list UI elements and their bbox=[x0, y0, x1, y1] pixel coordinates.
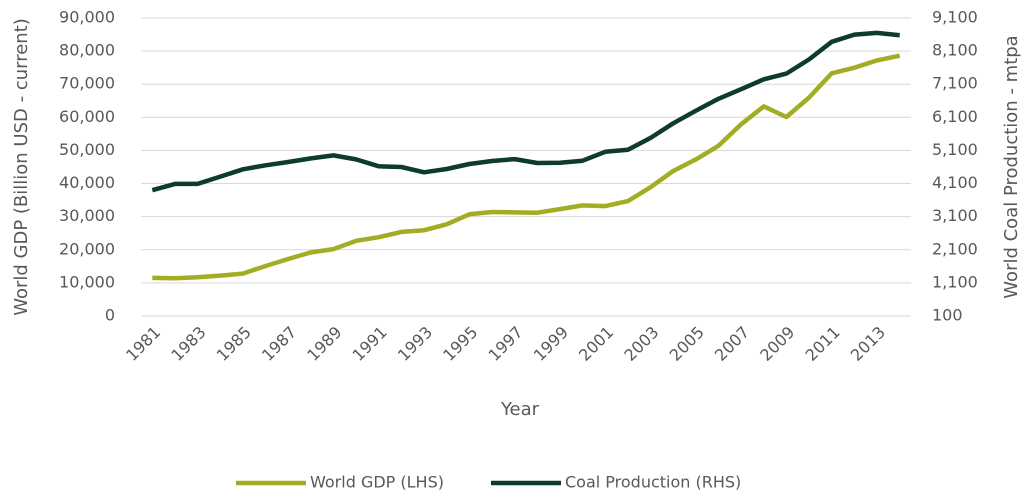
x-tick-label: 2013 bbox=[847, 323, 889, 365]
legend-label: Coal Production (RHS) bbox=[565, 473, 741, 492]
y-tick-label: 60,000 bbox=[59, 107, 115, 126]
y-tick-label: 20,000 bbox=[59, 239, 115, 258]
x-tick-label: 1997 bbox=[484, 323, 526, 365]
y-tick-label: 30,000 bbox=[59, 206, 115, 225]
y2-tick-label: 6,100 bbox=[932, 107, 978, 126]
y-tick-label: 90,000 bbox=[59, 8, 115, 27]
y-tick-label: 10,000 bbox=[59, 272, 115, 291]
x-tick-label: 2011 bbox=[802, 323, 844, 365]
x-tick-label: 1995 bbox=[439, 323, 481, 365]
y2-tick-label: 1,100 bbox=[932, 272, 978, 291]
y-tick-label: 40,000 bbox=[59, 173, 115, 192]
x-tick-label: 2005 bbox=[666, 323, 708, 365]
x-tick-label: 2001 bbox=[575, 323, 617, 365]
y2-tick-label: 5,100 bbox=[932, 140, 978, 159]
x-tick-label: 1985 bbox=[213, 323, 255, 365]
y2-tick-label: 100 bbox=[932, 306, 963, 325]
x-tick-label: 1981 bbox=[122, 323, 164, 365]
x-tick-label: 1991 bbox=[349, 323, 391, 365]
y2-tick-label: 7,100 bbox=[932, 74, 978, 93]
x-tick-label: 1987 bbox=[258, 323, 300, 365]
x-tick-label: 1989 bbox=[303, 323, 345, 365]
y2-tick-label: 4,100 bbox=[932, 173, 978, 192]
y-tick-label: 0 bbox=[105, 306, 115, 325]
y2-tick-label: 3,100 bbox=[932, 206, 978, 225]
y2-tick-label: 2,100 bbox=[932, 239, 978, 258]
legend-label: World GDP (LHS) bbox=[310, 473, 444, 492]
x-tick-label: 1999 bbox=[530, 323, 572, 365]
x-tick-label: 2009 bbox=[756, 323, 798, 365]
x-tick-label: 2007 bbox=[711, 323, 753, 365]
y-axis-label: World GDP (Billion USD - current) bbox=[11, 18, 32, 316]
y-tick-label: 50,000 bbox=[59, 140, 115, 159]
y2-axis-label: World Coal Production - mtpa bbox=[1001, 35, 1022, 298]
y2-tick-label: 8,100 bbox=[932, 41, 978, 60]
x-tick-label: 1983 bbox=[167, 323, 209, 365]
series-line bbox=[152, 53, 901, 281]
x-tick-label: 1993 bbox=[394, 323, 436, 365]
y-tick-label: 80,000 bbox=[59, 41, 115, 60]
y2-tick-label: 9,100 bbox=[932, 8, 978, 27]
x-tick-label: 2003 bbox=[620, 323, 662, 365]
x-axis-label: Year bbox=[500, 399, 540, 420]
series-line bbox=[151, 30, 900, 193]
y-tick-label: 70,000 bbox=[59, 74, 115, 93]
